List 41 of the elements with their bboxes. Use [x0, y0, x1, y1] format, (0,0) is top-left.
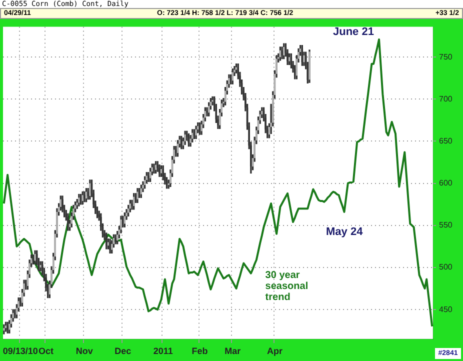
candlestick — [34, 250, 36, 264]
candlestick — [80, 194, 82, 205]
candlestick — [106, 232, 108, 250]
y-tick-label: 550 — [439, 220, 453, 230]
annotation: May 24 — [326, 226, 363, 238]
candlestick — [114, 234, 116, 244]
x-tick-label: 09/13/10 — [2, 346, 38, 356]
candlestick — [84, 191, 86, 202]
candlestick — [40, 261, 42, 272]
candlestick — [3, 324, 5, 334]
annotation: June 21 — [333, 26, 374, 38]
x-tick-label: Dec — [114, 346, 132, 356]
x-tick-label: Mar — [224, 346, 242, 356]
x-tick-label: Oct — [38, 346, 54, 356]
candlestick — [136, 188, 138, 204]
candlestick — [184, 130, 186, 145]
y-tick-label: 500 — [439, 262, 453, 272]
candlestick — [288, 53, 290, 65]
x-tick-label: 2011 — [153, 346, 173, 356]
y-tick-label: 750 — [439, 52, 453, 62]
candlestick — [195, 126, 197, 140]
candlestick — [153, 164, 155, 174]
candlestick — [162, 165, 164, 180]
candlestick — [78, 194, 80, 206]
candlestick — [67, 213, 69, 231]
y-tick-label: 600 — [439, 178, 453, 188]
x-tick-label: Apr — [266, 346, 283, 356]
candlestick — [148, 172, 150, 182]
y-tick-label: 450 — [439, 304, 453, 314]
series-label: 30 year seasonal trend — [265, 270, 308, 304]
candlestick — [308, 50, 310, 83]
candlestick — [6, 322, 8, 334]
candlestick — [158, 164, 160, 177]
candlestick — [109, 238, 111, 254]
candlestick — [82, 191, 84, 205]
x-tick-label: Feb — [192, 346, 208, 356]
x-tick-label: Nov — [76, 346, 93, 356]
candlestick — [192, 129, 194, 142]
y-tick-label: 650 — [439, 136, 453, 146]
y-tick-label: 700 — [439, 94, 453, 104]
candlestick — [281, 46, 283, 60]
